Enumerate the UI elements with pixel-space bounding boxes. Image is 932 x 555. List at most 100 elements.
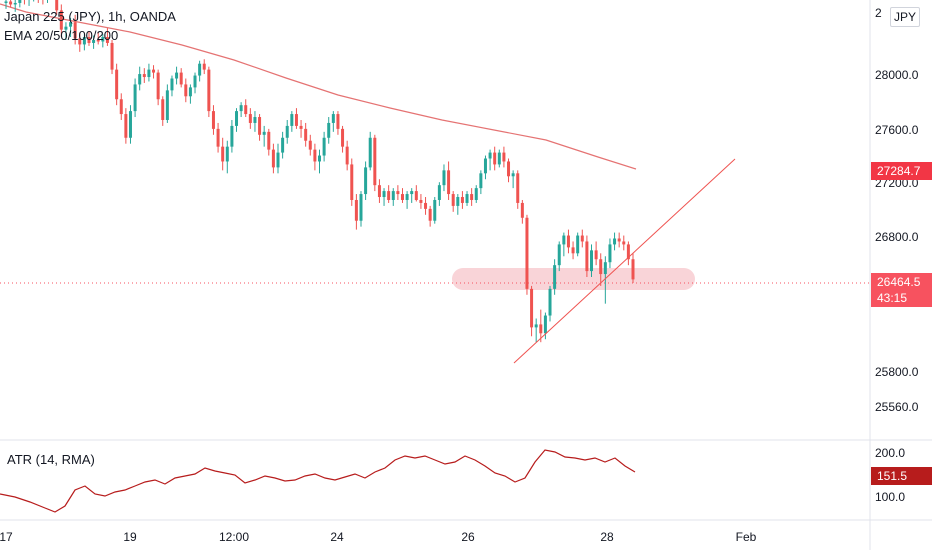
candle-body	[78, 38, 82, 45]
candle-body	[341, 128, 345, 147]
candle-body	[262, 131, 266, 135]
candle-body	[225, 146, 229, 162]
candle-body	[437, 185, 441, 200]
candle-body	[184, 84, 188, 97]
ema-200-path	[0, 3, 637, 170]
ema-200-line	[0, 3, 637, 170]
candle-body	[101, 37, 105, 42]
candle-body	[516, 173, 520, 203]
candle-body	[354, 199, 358, 221]
candle-body	[585, 241, 589, 272]
candle-body	[511, 173, 515, 177]
candle-body	[133, 84, 137, 112]
candle-body	[138, 74, 142, 85]
candle-body	[193, 75, 197, 88]
candle-body	[424, 202, 428, 209]
candle-body	[548, 288, 552, 316]
candle-body	[161, 99, 165, 120]
candle-body	[69, 22, 73, 27]
candle-body	[539, 324, 543, 334]
candle-body	[617, 238, 621, 242]
candle-body	[304, 128, 308, 141]
candle-body	[479, 173, 483, 189]
candle-body	[566, 235, 570, 248]
symbol-legend[interactable]: Japan 225 (JPY), 1h, OANDA	[4, 9, 176, 24]
candle-body	[248, 114, 252, 123]
candle-body	[387, 191, 391, 200]
candle-body	[221, 146, 225, 162]
candle-body	[622, 241, 626, 245]
candle-body	[483, 158, 487, 174]
candle-body	[562, 235, 566, 245]
candle-body	[488, 152, 492, 159]
candle-body	[281, 137, 285, 153]
candle-body	[626, 244, 630, 260]
candle-body	[96, 39, 100, 42]
candle-body	[613, 238, 617, 245]
candles	[4, 0, 635, 343]
candle-body	[373, 137, 377, 186]
candle-body	[553, 265, 557, 289]
time-axis-label: 12:00	[219, 530, 249, 544]
candle-body	[175, 72, 179, 79]
time-axis-label: 28	[600, 530, 614, 544]
currency-button[interactable]: JPY	[890, 7, 920, 27]
candle-body	[318, 155, 321, 162]
candle-body	[165, 90, 169, 120]
candle-body	[400, 194, 404, 200]
horizontal-zone	[452, 268, 695, 290]
candle-body	[152, 69, 156, 73]
candle-body	[188, 87, 192, 97]
candle-body	[571, 247, 575, 254]
candle-body	[64, 26, 68, 30]
atr-legend[interactable]: ATR (14, RMA)	[7, 452, 95, 467]
candle-body	[4, 1, 8, 3]
price-axis-label: 27600.0	[875, 123, 919, 137]
candle-body	[92, 39, 96, 43]
candle-body	[198, 63, 202, 76]
candle-body	[207, 69, 211, 112]
last-price-label-countdown: 43:15	[877, 291, 907, 305]
candle-body	[543, 315, 547, 334]
candle-body	[336, 114, 340, 129]
candle-body	[299, 125, 303, 129]
candle-body	[308, 140, 312, 150]
candle-body	[110, 42, 114, 70]
candle-body	[465, 194, 469, 203]
last-price-label-box	[871, 273, 932, 307]
candle-body	[267, 131, 271, 150]
candle-body	[331, 114, 335, 123]
price-axis-label: 28000.0	[875, 68, 919, 82]
candle-body	[244, 105, 248, 115]
candle-body	[18, 0, 22, 3]
candle-body	[396, 191, 400, 195]
indicator-legend[interactable]: EMA 20/50/100/200	[4, 28, 119, 43]
candle-body	[599, 259, 603, 275]
candle-body	[87, 37, 91, 43]
candle-body	[119, 99, 123, 115]
price-axis-label: 25560.0	[875, 400, 919, 414]
atr-axis-label: 100.0	[875, 490, 905, 504]
candle-body	[285, 125, 289, 138]
time-axis-label: 19	[123, 530, 137, 544]
candle-body	[115, 69, 119, 100]
candle-body	[603, 262, 607, 275]
candle-body	[442, 170, 446, 186]
candle-body	[576, 235, 580, 254]
candle-body	[128, 111, 132, 138]
candle-body	[447, 170, 451, 195]
candle-body	[377, 185, 381, 198]
trendline-path	[513, 158, 736, 364]
candle-body	[124, 114, 128, 138]
time-axis-label: 26	[461, 530, 475, 544]
candle-body	[631, 259, 635, 280]
candle-body	[507, 161, 511, 177]
atr-path	[0, 449, 636, 513]
time-axis-label: 24	[330, 530, 344, 544]
candle-body	[557, 244, 561, 266]
time-axis-label: 17	[0, 530, 13, 544]
candle-body	[271, 149, 275, 168]
candle-body	[428, 208, 432, 221]
